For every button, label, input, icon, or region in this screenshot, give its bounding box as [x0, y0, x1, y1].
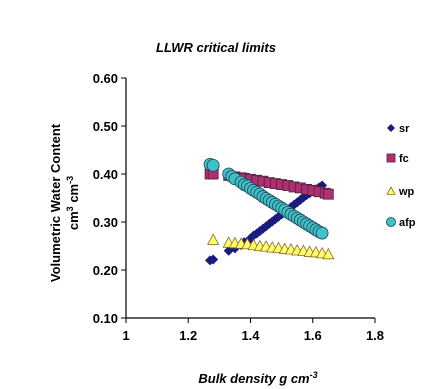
y-tick-label: 0.10 — [93, 311, 118, 326]
legend-item-sr: sr — [387, 123, 410, 135]
x-tick-label: 1.6 — [304, 328, 322, 343]
x-ticks: 1 1.2 1.4 1.6 1.8 — [122, 318, 384, 343]
legend-label: fc — [399, 153, 409, 165]
legend-marker-wp — [386, 186, 396, 195]
legend-label: afp — [399, 217, 416, 229]
legend-label: wp — [398, 186, 415, 198]
y-tick-label: 0.50 — [93, 119, 118, 134]
y-tick-label: 0.30 — [93, 215, 118, 230]
legend-marker-fc — [386, 153, 396, 163]
x-label-sup: -3 — [310, 370, 318, 380]
series-afp — [203, 157, 329, 240]
legend-marker-afp — [386, 217, 396, 227]
legend-label: sr — [399, 123, 410, 135]
x-tick-label: 1 — [122, 328, 129, 343]
sr-point — [208, 254, 219, 265]
y-axis-label: Volumetric Water Content cm3 cm-3 — [48, 123, 81, 282]
legend-marker-sr — [387, 124, 395, 132]
x-tick-label: 1.4 — [241, 328, 260, 343]
x-label-base: Bulk density g cm — [198, 371, 310, 386]
y-unit-sup1: 3 — [65, 206, 75, 211]
fc-point — [322, 188, 334, 200]
y-unit-sup2: -3 — [65, 176, 75, 184]
y-axis-label-line2: cm3 cm-3 — [65, 176, 81, 230]
y-ticks: 0.10 0.20 0.30 0.40 0.50 0.60 — [93, 71, 126, 326]
x-tick-label: 1.2 — [179, 328, 197, 343]
wp-point — [322, 247, 335, 260]
y-axis-label-line1: Volumetric Water Content — [48, 123, 63, 282]
x-tick-label: 1.8 — [366, 328, 384, 343]
y-unit-base: cm — [66, 211, 81, 230]
legend: sr fc wp afp — [386, 123, 416, 229]
y-tick-label: 0.20 — [93, 263, 118, 278]
legend-item-afp: afp — [386, 217, 416, 229]
afp-point — [315, 226, 329, 240]
series-wp — [206, 233, 335, 260]
afp-point — [206, 158, 220, 172]
y-tick-label: 0.60 — [93, 71, 118, 86]
y-unit-mid: cm — [66, 184, 81, 206]
y-tick-label: 0.40 — [93, 167, 118, 182]
chart-title: LLWR critical limits — [156, 40, 276, 55]
legend-item-fc: fc — [386, 153, 409, 165]
x-axis-label: Bulk density g cm-3 — [198, 370, 317, 386]
legend-item-wp: wp — [386, 186, 415, 198]
data-series — [203, 157, 335, 266]
wp-point — [206, 233, 220, 245]
